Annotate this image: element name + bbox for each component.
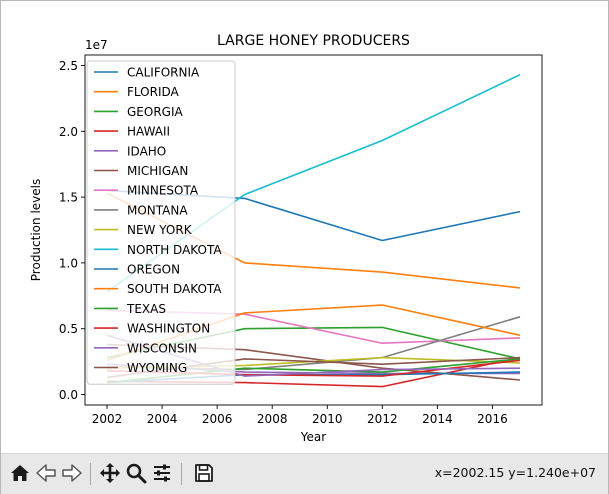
legend-label: SOUTH DAKOTA: [127, 282, 222, 296]
legend: CALIFORNIA FLORIDA GEORGIA HAWAII IDAHO MICHI…: [86, 60, 236, 385]
sliders-icon: [154, 464, 170, 482]
y-axis-label: Production levels: [29, 179, 43, 281]
legend-label: MONTANA: [127, 203, 188, 217]
legend-label: FLORIDA: [127, 85, 180, 99]
y-tick-label: 0.0: [59, 388, 78, 402]
back-button[interactable]: [33, 460, 59, 486]
toolbar-separator: [181, 463, 182, 485]
legend-label: TEXAS: [126, 302, 166, 316]
legend-label: WASHINGTON: [127, 322, 210, 336]
home-icon: [11, 465, 29, 481]
pan-button[interactable]: [97, 460, 123, 486]
x-tick-label: 2004: [147, 412, 178, 426]
y-tick-label: 2.5: [59, 59, 78, 73]
save-button[interactable]: [191, 460, 217, 486]
y-scale-offset-label: 1e7: [85, 38, 108, 52]
y-tick-label: 0.5: [59, 322, 78, 336]
home-button[interactable]: [7, 460, 33, 486]
configure-subplots-button[interactable]: [149, 460, 175, 486]
legend-label: NEW YORK: [127, 223, 193, 237]
cursor-coordinates: x=2002.15 y=1.240e+07: [434, 465, 596, 480]
legend-label: CALIFORNIA: [127, 66, 200, 80]
x-tick-label: 2016: [477, 412, 508, 426]
x-tick-label: 2012: [367, 412, 398, 426]
arrow-right-icon: [62, 464, 82, 482]
axes-frame: [84, 54, 543, 406]
legend-label: WISCONSIN: [127, 341, 197, 355]
legend-label: HAWAII: [127, 125, 170, 139]
legend-frame: [86, 60, 236, 385]
legend-label: GEORGIA: [127, 105, 184, 119]
navigation-toolbar: x=2002.15 y=1.240e+07: [1, 453, 608, 494]
y-tick-label: 1.0: [59, 256, 78, 270]
toolbar-separator: [90, 463, 91, 485]
magnifier-icon: [126, 463, 147, 484]
legend-label: WYOMING: [127, 361, 187, 375]
x-tick-label: 2014: [422, 412, 453, 426]
legend-label: IDAHO: [127, 144, 166, 158]
zoom-button[interactable]: [123, 460, 149, 486]
y-tick-label: 1.5: [59, 191, 78, 205]
legend-label: OREGON: [127, 263, 180, 277]
y-tick-label: 2.0: [59, 125, 78, 139]
x-tick-label: 2006: [202, 412, 233, 426]
move-icon: [100, 463, 120, 483]
floppy-disk-icon: [195, 464, 213, 482]
legend-label: NORTH DAKOTA: [127, 243, 222, 257]
legend-label: MICHIGAN: [127, 164, 188, 178]
chart-title: LARGE HONEY PRODUCERS: [217, 33, 410, 49]
legend-label: MINNESOTA: [127, 184, 199, 198]
x-tick-label: 2008: [257, 412, 288, 426]
chart: 2002 2004 2006 2008 2010 2012 2014 2016 0.0 0.5 1.…: [29, 33, 543, 444]
x-tick-label: 2002: [92, 412, 123, 426]
x-tick-label: 2010: [312, 412, 343, 426]
arrow-left-icon: [36, 464, 56, 482]
forward-button[interactable]: [59, 460, 85, 486]
x-axis-label: Year: [300, 430, 326, 444]
